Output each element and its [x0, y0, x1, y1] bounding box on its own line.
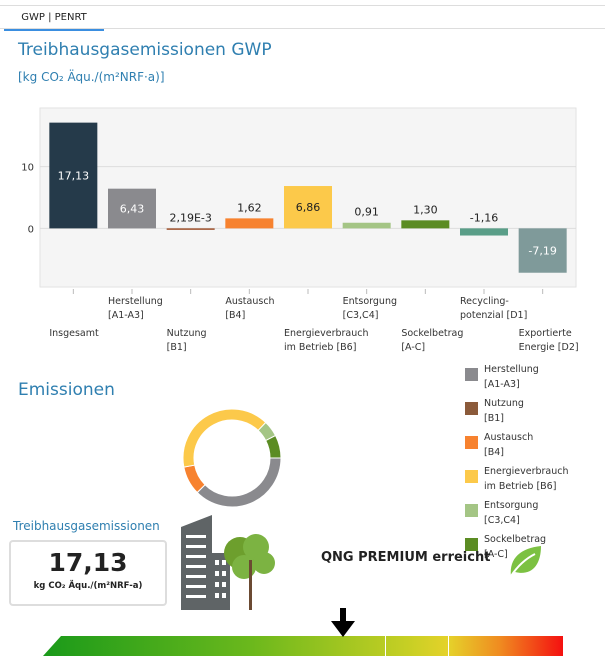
- legend-label: Herstellung [A1-A3]: [484, 364, 539, 390]
- x-tick-label: Exportierte Energie [D2]: [518, 328, 579, 353]
- building-tree-icon: [181, 515, 275, 610]
- tab-divider: [0, 28, 605, 29]
- bar[interactable]: [49, 122, 98, 229]
- top-divider: [0, 5, 605, 6]
- scale-separator: [448, 636, 449, 656]
- donut-legend: Herstellung [A1-A3] Nutzung [B1] Austausch…: [465, 362, 569, 566]
- legend-swatch: [465, 470, 478, 483]
- x-tick-label: Sockelbetrag [A-C]: [401, 328, 464, 353]
- donut-slice[interactable]: [265, 434, 282, 459]
- kpi-unit: kg CO₂ Äqu./(m²NRF-a): [33, 581, 143, 591]
- donut-chart: [182, 408, 282, 508]
- bar[interactable]: [460, 228, 508, 236]
- data-label: 1,62: [237, 201, 262, 214]
- legend-item: Entsorgung [C3,C4]: [465, 498, 569, 532]
- tab-gwp-penrt[interactable]: GWP | PENRT: [4, 9, 104, 31]
- data-label: 6,86: [296, 201, 321, 214]
- data-label: 1,30: [413, 203, 438, 216]
- legend-label: Nutzung [B1]: [484, 398, 524, 424]
- scale-separator: [385, 636, 386, 656]
- leaf-icon: [510, 546, 541, 577]
- data-label: 17,13: [58, 169, 90, 182]
- legend-label: Entsorgung [C3,C4]: [484, 500, 539, 526]
- legend-label: Austausch [B4]: [484, 432, 534, 458]
- data-label: 0,91: [354, 206, 379, 219]
- x-tick-label: Entsorgung [C3,C4]: [342, 296, 398, 321]
- kpi-label: Treibhausgasemissionen: [13, 519, 160, 533]
- unit-label: [kg CO₂ Äqu./(m²NRF·a)]: [18, 70, 165, 84]
- bar[interactable]: [401, 220, 450, 229]
- legend-swatch: [465, 368, 478, 381]
- legend-item: Energieverbrauch im Betrieb [B6]: [465, 464, 569, 498]
- x-tick-label: Insgesamt: [49, 328, 99, 339]
- donut-slice[interactable]: [183, 464, 206, 494]
- legend-item: Nutzung [B1]: [465, 396, 569, 430]
- bar[interactable]: [518, 228, 567, 273]
- data-label: -1,16: [470, 211, 498, 224]
- legend-swatch: [465, 504, 478, 517]
- page-title: Treibhausgasemissionen GWP: [18, 40, 272, 60]
- legend-swatch: [465, 436, 478, 449]
- qng-status: QNG PREMIUM erreicht: [321, 550, 491, 565]
- rating-scale-bar: [43, 636, 563, 656]
- legend-label: Sockelbetrag [A-C]: [484, 534, 547, 560]
- data-label: -7,19: [528, 245, 556, 258]
- emissions-title: Emissionen: [18, 380, 115, 400]
- x-tick-label: Austausch [B4]: [225, 296, 275, 321]
- rating-arrow-icon: [331, 608, 355, 637]
- legend-label: Energieverbrauch im Betrieb [B6]: [484, 466, 569, 492]
- bar[interactable]: [225, 218, 274, 229]
- legend-swatch: [465, 402, 478, 415]
- data-label: 2,19E-3: [169, 211, 211, 224]
- kpi-box: 17,13 kg CO₂ Äqu./(m²NRF-a): [9, 540, 167, 606]
- legend-swatch: [465, 538, 478, 551]
- x-tick-label: Recycling- potenzial [D1]: [460, 296, 528, 321]
- x-tick-label: Nutzung [B1]: [166, 328, 207, 353]
- data-label: 6,43: [120, 203, 145, 216]
- donut-slice[interactable]: [182, 408, 267, 468]
- x-tick-label: Energieverbrauch im Betrieb [B6]: [284, 328, 369, 353]
- donut-slice[interactable]: [196, 457, 282, 508]
- y-tick-label: 0: [28, 224, 34, 235]
- bar[interactable]: [342, 222, 391, 229]
- bar[interactable]: [166, 228, 215, 230]
- x-tick-label: Herstellung [A1-A3]: [108, 296, 163, 321]
- bar[interactable]: [284, 186, 332, 229]
- bar[interactable]: [108, 188, 156, 229]
- legend-item: Herstellung [A1-A3]: [465, 362, 569, 396]
- bar-chart: 0 10 17,13 6,43 2,19E-3 1,62 6,86 0,91 1,30 -1,16…: [21, 107, 577, 294]
- kpi-value: 17,13: [48, 548, 128, 577]
- legend-item: Sockelbetrag [A-C]: [465, 532, 569, 566]
- y-tick-label: 10: [21, 163, 34, 174]
- legend-item: Austausch [B4]: [465, 430, 569, 464]
